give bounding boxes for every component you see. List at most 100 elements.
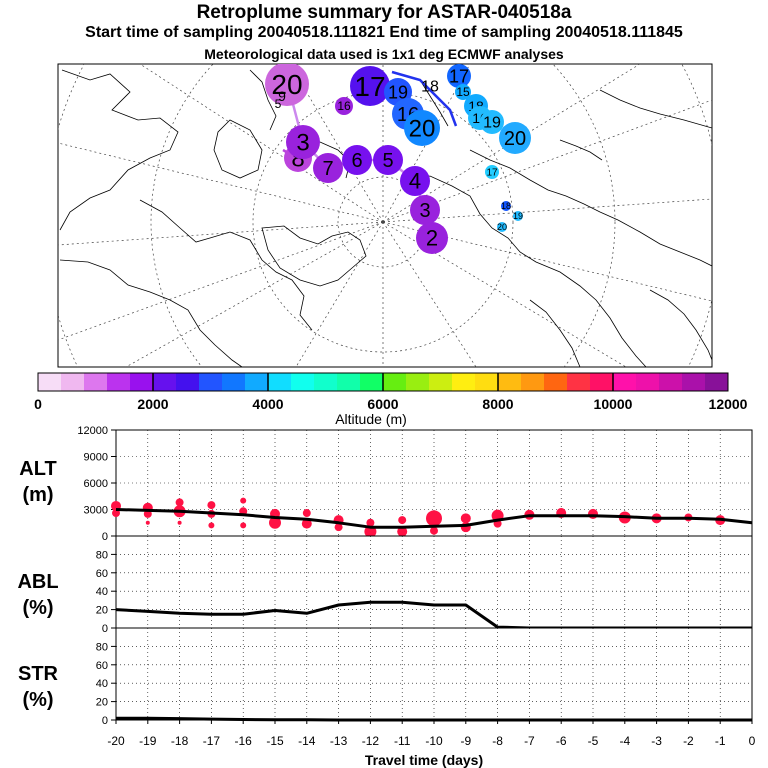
panel-abl: 0 20 40 60 80 ABL (%): [17, 535, 753, 635]
time-series-panels: 030006000900012000ALT(m)020406080ABL(%)0…: [17, 425, 755, 748]
y-tick-label: 60: [96, 660, 108, 672]
y-tick-label: 0: [102, 531, 108, 543]
plume-day-label: 18: [501, 201, 511, 211]
coastline: [419, 79, 449, 127]
y-tick-label: 60: [96, 568, 108, 580]
altitude-point: [430, 526, 438, 535]
y-tick-label: 40: [96, 678, 108, 690]
plume-circle: [313, 153, 343, 183]
colorbar-swatch: [544, 373, 568, 391]
panel-unit-label: (%): [22, 597, 53, 619]
plume-marker: 6: [342, 145, 372, 175]
coastline: [649, 289, 712, 361]
colorbar-swatch: [337, 373, 361, 391]
plume-marker: 17: [350, 66, 390, 106]
altitude-point: [301, 518, 312, 529]
x-tick-label: -5: [588, 734, 599, 748]
series-line-alt: [115, 508, 753, 529]
coastline: [249, 69, 277, 131]
x-tick-label: -9: [460, 734, 471, 748]
x-tick-label: -18: [171, 734, 189, 748]
panel-label: STR: [18, 663, 59, 685]
plume-day-label: 18: [421, 79, 439, 96]
colorbar-swatch: [475, 373, 499, 391]
coastline: [139, 199, 313, 331]
latitude-circle: [252, 91, 514, 353]
colorbar-tick-label: 10000: [594, 396, 633, 412]
x-tick-label: -12: [362, 734, 380, 748]
plume-day-label: 15: [456, 85, 470, 99]
colorbar-swatch: [130, 373, 154, 391]
altitude-colorbar: 0 2000 4000 6000 8000 10000 12000 Altitude (m): [34, 372, 748, 427]
colorbar-tick-label: 12000: [709, 396, 748, 412]
plume-day-label: 19: [513, 211, 523, 221]
plume-day-label: 20: [504, 128, 526, 150]
plume-circle: [350, 66, 390, 106]
plume-day-label: 16: [337, 99, 351, 113]
plume-day-label: 9: [278, 88, 286, 104]
colorbar-swatch: [360, 373, 384, 391]
plume-circle: [335, 97, 353, 115]
panel-label: ABL: [17, 571, 58, 593]
y-tick-label: 80: [96, 549, 108, 561]
plume-circle: [416, 222, 448, 254]
x-tick-label: -10: [425, 734, 443, 748]
coastline: [559, 139, 603, 161]
meridian: [295, 221, 384, 367]
coastline: [599, 89, 712, 129]
plume-day-label: 20: [497, 222, 507, 232]
plume-circle: [485, 165, 499, 179]
meridian: [382, 221, 627, 367]
panel-str: 0 20 40 60 80 STR (%): [18, 627, 753, 727]
colorbar-swatch: [291, 373, 315, 391]
plume-day-label: 20: [409, 115, 436, 142]
colorbar-swatch: [636, 373, 660, 391]
colorbar-swatch: [406, 373, 430, 391]
y-tick-label: 40: [96, 586, 108, 598]
colorbar-swatch: [452, 373, 476, 391]
plume-marker: 5: [373, 145, 403, 175]
plume-marker: 3: [286, 125, 320, 159]
y-tick-label: 0: [102, 623, 108, 635]
coastline: [261, 225, 367, 287]
panel-unit-label: (%): [22, 689, 53, 711]
plume-marker: 18: [421, 79, 439, 96]
meridian: [58, 221, 384, 246]
plume-circle: [410, 195, 440, 225]
colorbar-swatch: [613, 373, 637, 391]
altitude-point: [208, 522, 215, 529]
plume-day-label: 5: [382, 150, 393, 172]
plume-marker: 16: [335, 97, 353, 115]
plume-circle: [447, 64, 471, 88]
meridian: [125, 221, 384, 367]
panel-unit-label: (m): [22, 484, 53, 506]
plume-circle: [373, 145, 403, 175]
y-tick-label: 0: [102, 715, 108, 727]
plume-day-label: 17: [449, 66, 469, 86]
colorbar-swatch: [199, 373, 223, 391]
plume-day-label: 3: [296, 129, 309, 156]
plume-day-label: 7: [322, 158, 333, 180]
colorbar-swatch: [498, 373, 522, 391]
altitude-point: [460, 513, 471, 524]
altitude-point: [398, 516, 407, 525]
plume-marker: 7: [313, 153, 343, 183]
x-tick-label: -11: [394, 734, 411, 748]
colorbar-swatch: [153, 373, 177, 391]
x-tick-label: -13: [330, 734, 348, 748]
plume-day-label: 17: [354, 71, 385, 102]
altitude-point: [302, 509, 311, 518]
panel-frame: [115, 627, 753, 721]
colorbar-ticks: 0 2000 4000 6000 8000 10000 12000: [34, 373, 748, 412]
colorbar-swatch: [176, 373, 200, 391]
x-tick-label: -17: [203, 734, 221, 748]
colorbar-swatch: [245, 373, 269, 391]
map-frame: [57, 63, 713, 368]
y-tick-label: 6000: [84, 478, 108, 490]
plume-circle: [342, 145, 372, 175]
colorbar-swatch: [314, 373, 338, 391]
coastlines: [59, 69, 712, 367]
altitude-point: [175, 498, 184, 507]
series-line-str: [116, 716, 752, 722]
